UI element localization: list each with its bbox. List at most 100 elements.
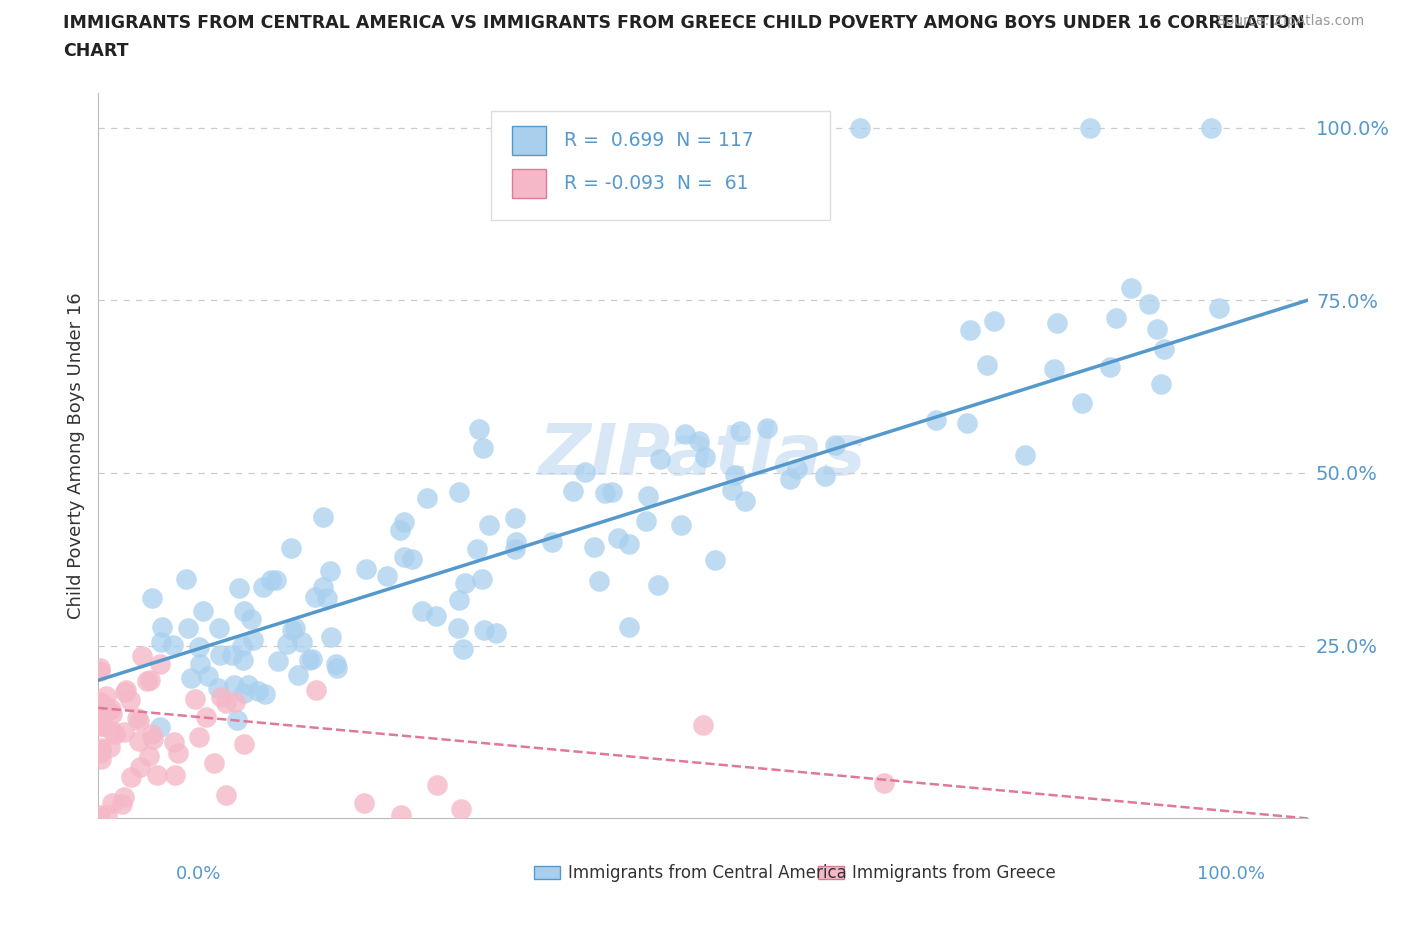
Point [471, 571, 494, 586]
Point [540, 535, 562, 550]
Point [574, 465, 596, 480]
Point [647, 578, 669, 592]
Point [90, 741, 112, 756]
Point [89, 719, 111, 734]
Point [281, 622, 304, 637]
Point [253, 686, 276, 701]
Point [375, 569, 398, 584]
Point [669, 518, 692, 533]
Bar [534, 866, 561, 880]
Point [176, 571, 198, 586]
Point [197, 668, 219, 683]
Point [149, 657, 172, 671]
Point [129, 759, 152, 774]
Point [138, 749, 160, 764]
Point [215, 696, 238, 711]
Point [280, 541, 302, 556]
Bar [818, 866, 845, 880]
Point [478, 517, 501, 532]
Point [692, 717, 714, 732]
Point [187, 640, 209, 655]
Point [1121, 281, 1143, 296]
Text: R =  0.699  N = 117: R = 0.699 N = 117 [564, 130, 754, 150]
Point [228, 580, 250, 595]
Point [301, 652, 323, 667]
Point [252, 579, 274, 594]
Point [588, 574, 610, 589]
Point [232, 604, 254, 618]
Point [221, 648, 243, 663]
Point [454, 576, 477, 591]
Point [468, 422, 491, 437]
Point [291, 634, 314, 649]
Point [202, 756, 225, 771]
Point [208, 620, 231, 635]
Point [562, 484, 585, 498]
Point [401, 551, 423, 566]
Point [583, 539, 606, 554]
Point [224, 678, 246, 693]
Point [637, 488, 659, 503]
Point [101, 707, 124, 722]
Point [114, 684, 136, 699]
Point [209, 689, 232, 704]
Point [449, 592, 471, 607]
Point [97, 702, 120, 717]
Point [120, 770, 142, 785]
Point [925, 413, 948, 428]
Point [177, 621, 200, 636]
Point [90, 743, 112, 758]
Point [96, 807, 118, 822]
Point [305, 682, 328, 697]
Point [779, 472, 801, 486]
FancyBboxPatch shape [492, 112, 830, 220]
Point [730, 424, 752, 439]
Point [101, 796, 124, 811]
Point [100, 701, 122, 716]
Point [89, 742, 111, 757]
Point [187, 729, 209, 744]
Point [89, 807, 111, 822]
Point [276, 636, 298, 651]
Point [959, 323, 981, 338]
Point [233, 685, 256, 700]
Point [149, 635, 172, 650]
Point [89, 695, 111, 710]
Point [215, 788, 238, 803]
Point [505, 535, 527, 550]
Point [392, 514, 415, 529]
Point [90, 719, 112, 734]
Point [388, 523, 411, 538]
Point [194, 710, 217, 724]
Point [264, 572, 287, 587]
Point [1199, 120, 1222, 135]
Point [236, 677, 259, 692]
Text: CHART: CHART [63, 42, 129, 60]
Point [89, 696, 111, 711]
Point [111, 796, 134, 811]
Point [447, 621, 470, 636]
Point [231, 639, 253, 654]
Point [673, 426, 696, 441]
Point [703, 552, 725, 567]
Point [114, 683, 136, 698]
Point [325, 657, 347, 671]
Point [90, 709, 112, 724]
Point [239, 612, 262, 627]
Point [207, 681, 229, 696]
Point [824, 437, 846, 452]
Text: 100.0%: 100.0% [1198, 865, 1265, 883]
Point [146, 767, 169, 782]
Point [449, 485, 471, 499]
Point [1071, 396, 1094, 411]
Point [619, 619, 641, 634]
Point [184, 692, 207, 707]
Point [89, 661, 111, 676]
Point [98, 739, 121, 754]
Point [191, 604, 214, 618]
Point [166, 745, 188, 760]
Point [1046, 315, 1069, 330]
Point [602, 485, 624, 499]
Point [232, 652, 254, 667]
Point [720, 483, 742, 498]
